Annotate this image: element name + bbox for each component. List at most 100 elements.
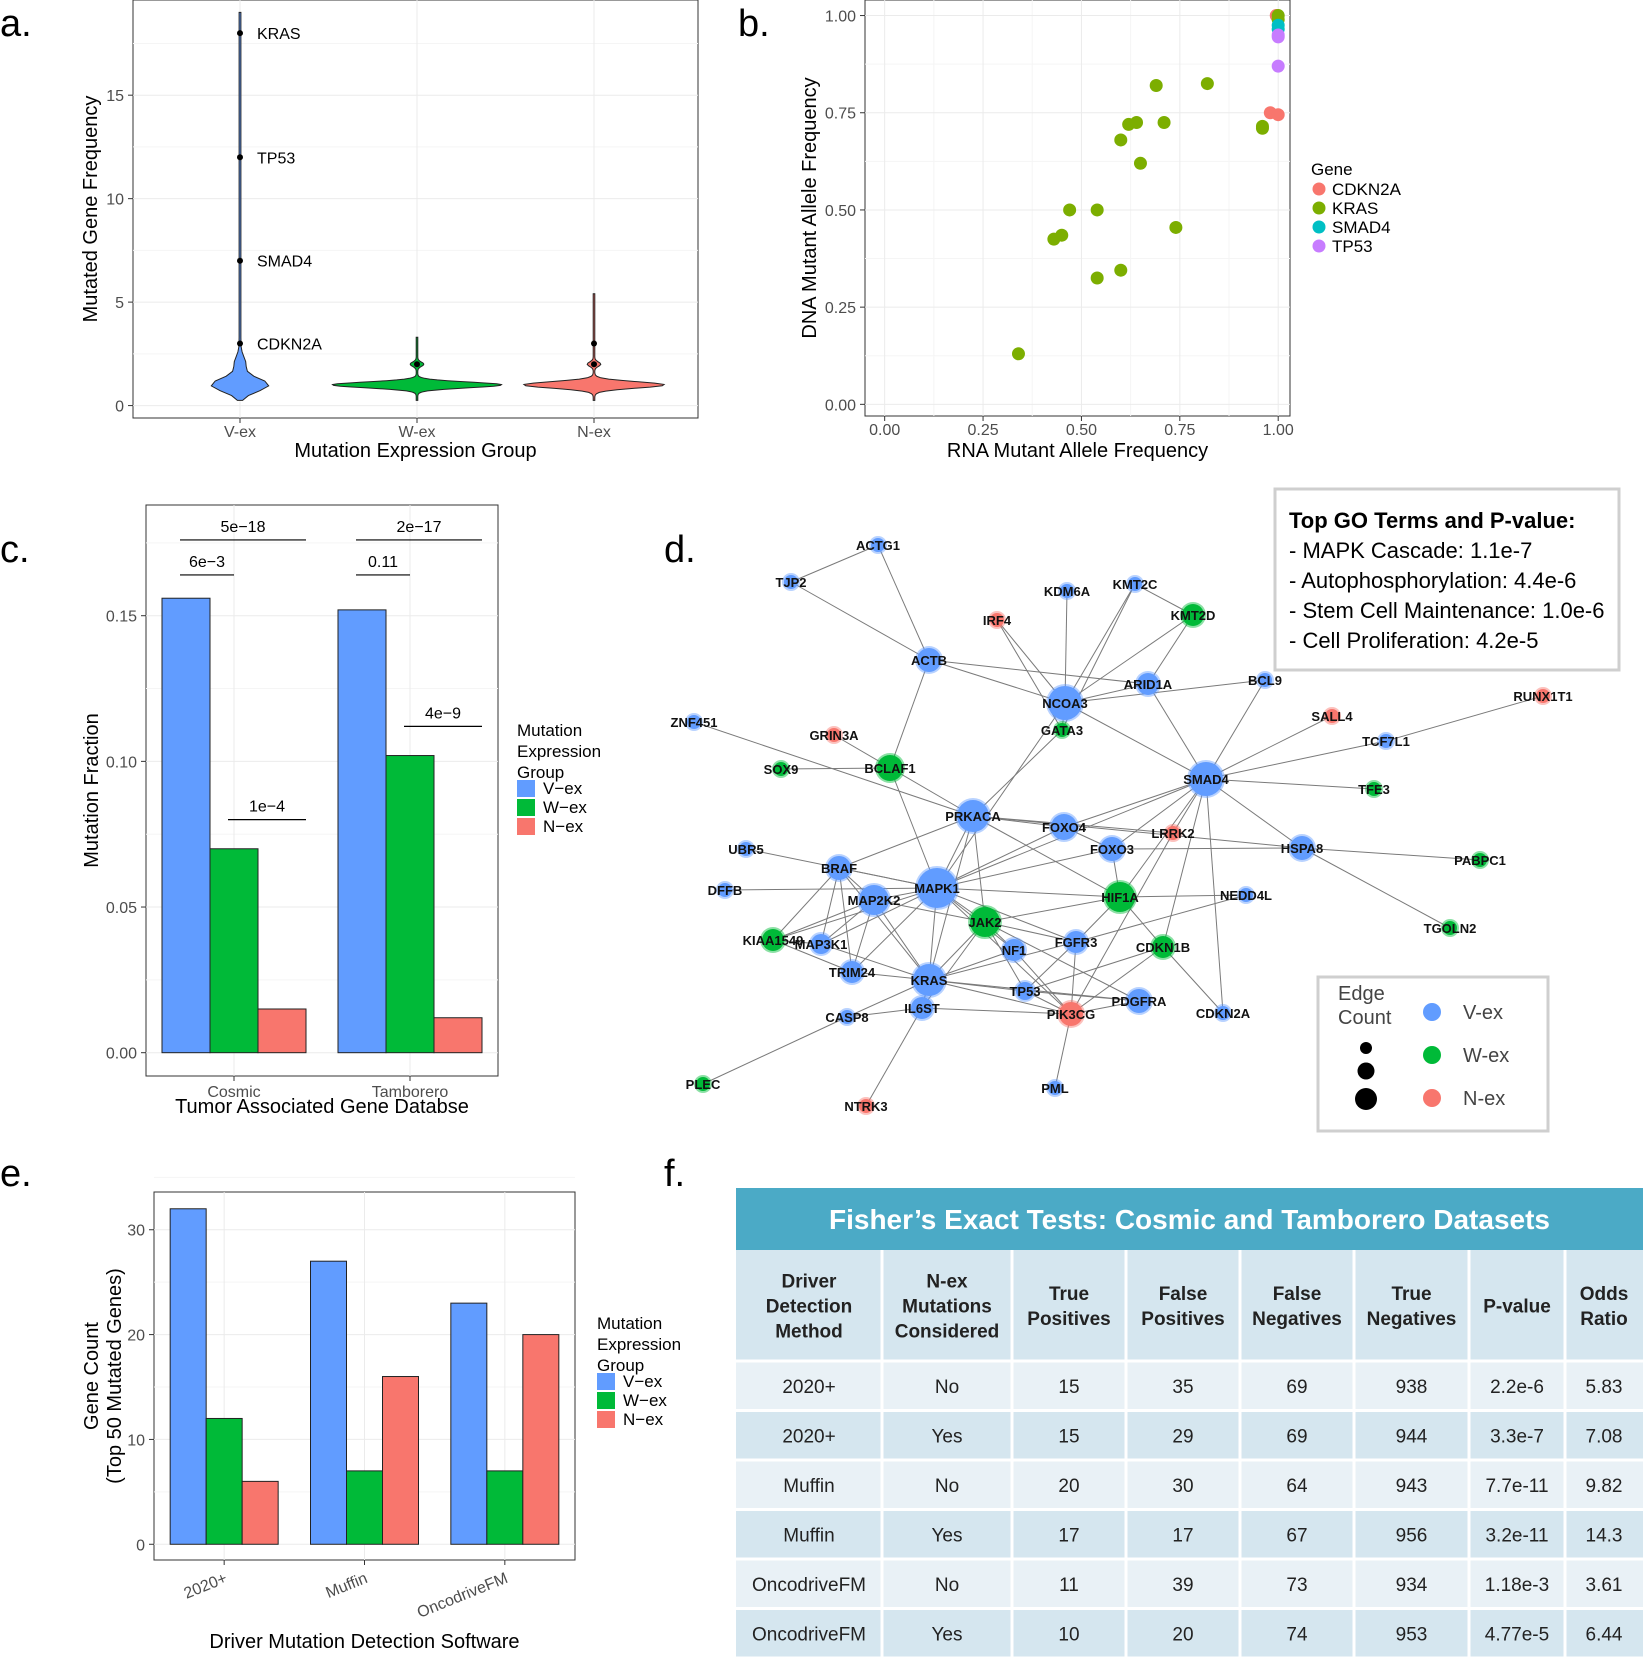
bar-muffin-2: [382, 1376, 419, 1545]
network-edge: [838, 867, 930, 981]
table-header-cell: Positives: [1141, 1309, 1224, 1330]
network-node-label: TP53: [1009, 984, 1040, 999]
go-term-item: - Autophosphorylation: 4.4e-6: [1289, 568, 1576, 593]
network-node-label: RUNX1T1: [1513, 689, 1572, 704]
table-cell: 39: [1172, 1575, 1193, 1596]
table-header-cell: Method: [775, 1322, 843, 1343]
pvalue-label: 2e−17: [397, 519, 442, 536]
network-node-label: NTRK3: [844, 1099, 887, 1114]
table-cell: 30: [1172, 1476, 1193, 1497]
network-node-hspa8: [1290, 836, 1314, 860]
legend-group-label: V-ex: [1463, 1002, 1503, 1024]
legend-group-label: N-ex: [1463, 1088, 1505, 1110]
table-header-cell: Mutations: [902, 1297, 992, 1318]
bar-muffin-0: [310, 1260, 347, 1545]
network-node-tgoln2: [1443, 921, 1457, 935]
network-edge: [928, 941, 1077, 981]
network-node-pabpc1: [1473, 853, 1487, 867]
network-node-label: ZNF451: [671, 715, 718, 730]
network-node-trim24: [841, 961, 863, 983]
network-node-arid1a: [1137, 673, 1159, 695]
network-node-dffb: [718, 883, 732, 897]
network-node-label: JAK2: [968, 915, 1001, 930]
network-node-ubr5: [739, 842, 753, 856]
network-node-hif1a: [1105, 882, 1135, 912]
table-cell: No: [935, 1575, 959, 1596]
network-edge: [820, 943, 930, 981]
table-cell: 74: [1286, 1624, 1308, 1645]
table-cell: Yes: [932, 1426, 963, 1447]
network-edge: [1064, 679, 1266, 704]
legend-title: Group: [517, 763, 564, 782]
table-header-cell: N-ex: [926, 1272, 968, 1293]
legend-label: N−ex: [543, 817, 584, 836]
network-node-gata3: [1055, 723, 1069, 737]
network-node-label: CDKN2A: [1196, 1006, 1251, 1021]
table-cell: 20: [1058, 1476, 1079, 1497]
network-edge: [1064, 702, 1207, 780]
x-tick-label: 0.00: [869, 422, 900, 439]
panel-letter-d: d.: [664, 529, 696, 571]
legend-swatch: [517, 780, 535, 797]
table-cell: 29: [1172, 1426, 1193, 1447]
legend-dot: [1312, 182, 1326, 196]
legend-dot: [1312, 220, 1326, 234]
table-cell: 69: [1286, 1377, 1307, 1398]
network-node-smad4: [1189, 762, 1223, 796]
scatter-point-kras: [1130, 115, 1144, 129]
network-edge: [838, 815, 974, 869]
network-edge: [1119, 778, 1207, 898]
table-cell: Yes: [932, 1525, 963, 1546]
network-edge: [702, 1016, 848, 1085]
table-header-cell: True: [1391, 1284, 1431, 1305]
network-edge: [936, 887, 1077, 943]
network-node-label: TRIM24: [829, 965, 876, 980]
network-edge: [1024, 946, 1164, 992]
scatter-point-kras: [1114, 263, 1128, 277]
network-edge: [1024, 990, 1140, 1002]
legend-title: Gene: [1311, 160, 1353, 179]
x-tick-label: 2020+: [182, 1570, 230, 1603]
network-node-label: NCOA3: [1042, 696, 1088, 711]
legend-group-dot: [1423, 1046, 1441, 1064]
network-node-label: PRKACA: [945, 809, 1001, 824]
legend-group-label: W-ex: [1463, 1045, 1509, 1067]
network-edge: [1162, 946, 1224, 1014]
table-cell: Yes: [932, 1624, 963, 1645]
scatter-point-kras: [1055, 228, 1069, 242]
network-edge: [1063, 778, 1207, 828]
network-node-map2k2: [859, 885, 889, 915]
network-node-label: KDM6A: [1044, 584, 1091, 599]
table-row: [736, 1509, 1643, 1559]
network-node-cdkn2a: [1216, 1006, 1230, 1020]
pvalue-label: 6e−3: [189, 554, 225, 571]
legend-label: N−ex: [623, 1410, 664, 1429]
legend-size-title: Count: [1338, 1007, 1392, 1029]
network-edge: [936, 848, 1113, 889]
legend-swatch: [597, 1392, 615, 1409]
network-node-label: CDKN1B: [1136, 940, 1190, 955]
network-node-label: MAP2K2: [848, 893, 901, 908]
legend-title: Mutation: [597, 1314, 662, 1333]
network-edge: [1054, 1013, 1072, 1089]
network-edge: [1301, 847, 1481, 861]
violin-v-ex: [210, 11, 270, 401]
network-node-kmt2d: [1182, 604, 1204, 626]
network-node-label: CASP8: [825, 1010, 868, 1025]
network-node-label: KRAS: [911, 973, 948, 988]
table-cell: 67: [1286, 1525, 1307, 1546]
network-node-map3k1: [811, 934, 831, 954]
network-node-kmt2c: [1128, 577, 1142, 591]
network-edge: [1147, 614, 1194, 685]
legend-label: V−ex: [623, 1372, 663, 1391]
network-edge: [838, 867, 853, 973]
table-cell: No: [935, 1377, 959, 1398]
network-node-pml: [1048, 1081, 1062, 1095]
legend-swatch: [597, 1373, 615, 1390]
outlier-label: SMAD4: [257, 254, 312, 271]
network-node-braf: [827, 856, 851, 880]
network-node-label: IL6ST: [904, 1001, 939, 1016]
y-tick-label: 0: [115, 399, 124, 416]
y-tick-label: 15: [106, 88, 124, 105]
y-tick-label: 10: [127, 1432, 145, 1449]
